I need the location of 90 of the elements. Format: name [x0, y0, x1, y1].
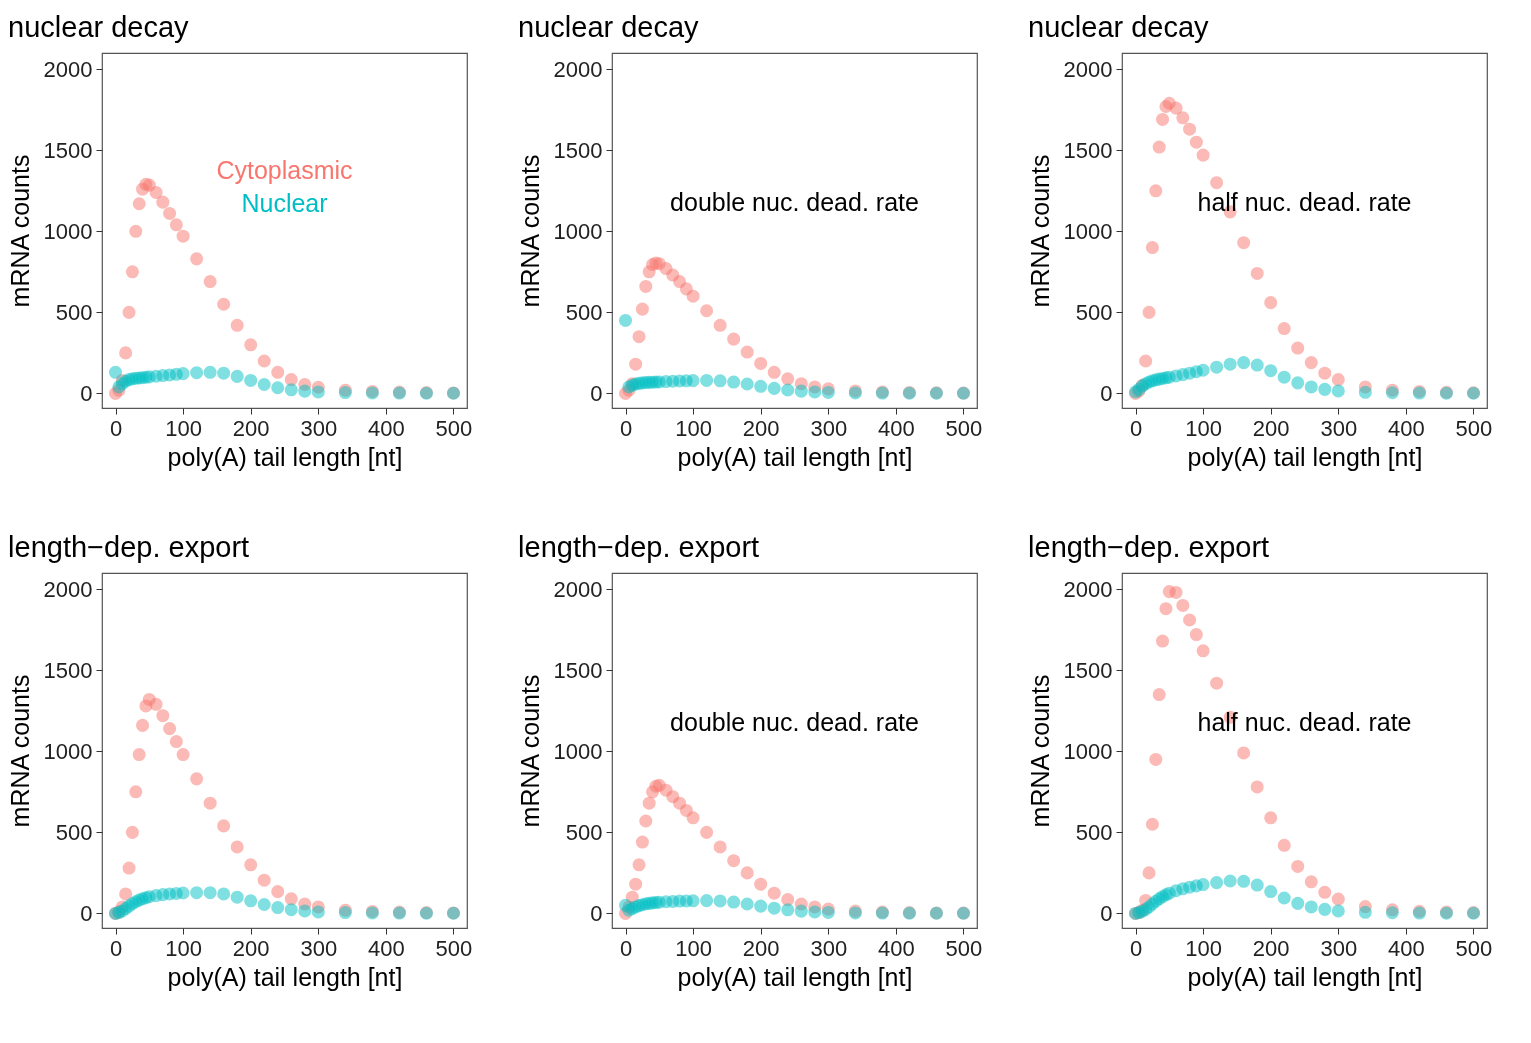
y-axis-title: mRNA counts — [515, 674, 544, 828]
text: Nuclear — [241, 189, 328, 217]
x-tick-label: 500 — [1455, 415, 1493, 441]
y-tick-label: 500 — [565, 299, 603, 325]
y-tick-label: 0 — [1100, 900, 1113, 926]
x-tick-label: 500 — [435, 935, 473, 961]
y-tick-label: 1500 — [1063, 137, 1113, 163]
x-axis-title: poly(A) tail length [nt] — [677, 962, 913, 991]
x-tick-label: 300 — [1320, 935, 1358, 961]
y-tick-label: 500 — [55, 819, 93, 845]
chart-title: length−dep. export — [518, 531, 760, 563]
x-tick-label: 100 — [1185, 415, 1222, 441]
x-tick-label: 200 — [232, 415, 270, 441]
x-tick-label: 400 — [878, 415, 915, 441]
y-tick-label: 1000 — [43, 218, 93, 244]
y-tick-label: 500 — [55, 299, 93, 325]
x-tick-label: 400 — [368, 935, 405, 961]
x-tick-label: 0 — [109, 415, 123, 441]
chart-title: nuclear decay — [518, 11, 700, 43]
y-axis-title: mRNA counts — [1025, 154, 1054, 308]
annotation: half nuc. dead. rate — [1197, 708, 1412, 736]
y-tick-label: 0 — [590, 900, 603, 926]
x-tick-label: 400 — [368, 415, 405, 441]
y-tick-label: 2000 — [1063, 576, 1113, 602]
x-tick-label: 0 — [1129, 415, 1143, 441]
y-tick-label: 500 — [565, 819, 603, 845]
x-tick-label: 300 — [1320, 415, 1358, 441]
y-tick-label: 1000 — [1063, 218, 1113, 244]
y-tick-label: 2000 — [43, 56, 93, 82]
chart-title: nuclear decay — [1028, 11, 1210, 43]
y-tick-label: 1000 — [553, 738, 603, 764]
x-tick-label: 400 — [1388, 935, 1425, 961]
x-axis-title: poly(A) tail length [nt] — [1187, 442, 1423, 471]
x-tick-label: 100 — [1185, 935, 1222, 961]
y-tick-label: 1500 — [553, 657, 603, 683]
y-axis-title: mRNA counts — [5, 154, 34, 308]
annotation: half nuc. dead. rate — [1197, 188, 1412, 216]
y-tick-label: 2000 — [1063, 56, 1113, 82]
series-label: Cytoplasmic — [216, 156, 353, 184]
chart-title: nuclear decay — [8, 11, 190, 43]
y-tick-label: 1500 — [43, 657, 93, 683]
chart-title: length−dep. export — [1028, 531, 1270, 563]
x-tick-label: 300 — [810, 415, 848, 441]
y-tick-label: 1000 — [43, 738, 93, 764]
x-tick-label: 500 — [945, 415, 983, 441]
x-tick-label: 200 — [1252, 935, 1290, 961]
y-tick-label: 0 — [80, 900, 93, 926]
x-tick-label: 500 — [945, 935, 983, 961]
x-tick-label: 0 — [619, 415, 633, 441]
y-tick-label: 2000 — [553, 56, 603, 82]
y-axis-title: mRNA counts — [5, 674, 34, 828]
y-tick-label: 1000 — [1063, 738, 1113, 764]
y-tick-label: 2000 — [43, 576, 93, 602]
y-tick-label: 0 — [590, 380, 603, 406]
x-tick-label: 200 — [232, 935, 270, 961]
x-tick-label: 300 — [810, 935, 848, 961]
x-tick-label: 400 — [878, 935, 915, 961]
x-tick-label: 300 — [300, 415, 338, 441]
x-tick-label: 500 — [435, 415, 473, 441]
y-tick-label: 500 — [1075, 819, 1113, 845]
y-tick-label: 2000 — [553, 576, 603, 602]
x-tick-label: 0 — [1129, 935, 1143, 961]
x-tick-label: 0 — [619, 935, 633, 961]
x-tick-label: 200 — [742, 415, 780, 441]
x-axis-title: poly(A) tail length [nt] — [677, 442, 913, 471]
annotation: double nuc. dead. rate — [670, 708, 919, 736]
x-tick-label: 500 — [1455, 935, 1493, 961]
y-tick-label: 1000 — [553, 218, 603, 244]
y-tick-label: 1500 — [43, 137, 93, 163]
chart-title: length−dep. export — [8, 531, 250, 563]
x-tick-label: 100 — [165, 415, 202, 441]
x-tick-label: 100 — [675, 935, 712, 961]
y-axis-title: mRNA counts — [515, 154, 544, 308]
y-tick-label: 0 — [1100, 380, 1113, 406]
annotation: double nuc. dead. rate — [670, 188, 919, 216]
x-tick-label: 400 — [1388, 415, 1425, 441]
y-tick-label: 1500 — [553, 137, 603, 163]
y-tick-label: 0 — [80, 380, 93, 406]
x-axis-title: poly(A) tail length [nt] — [167, 962, 403, 991]
x-tick-label: 100 — [165, 935, 202, 961]
x-tick-label: 200 — [1252, 415, 1290, 441]
y-tick-label: 500 — [1075, 299, 1113, 325]
x-axis-title: poly(A) tail length [nt] — [1187, 962, 1423, 991]
x-tick-label: 100 — [675, 415, 712, 441]
y-axis-title: mRNA counts — [1025, 674, 1054, 828]
x-tick-label: 200 — [742, 935, 780, 961]
x-axis-title: poly(A) tail length [nt] — [167, 442, 403, 471]
y-tick-label: 1500 — [1063, 657, 1113, 683]
x-tick-label: 0 — [109, 935, 123, 961]
x-tick-label: 300 — [300, 935, 338, 961]
